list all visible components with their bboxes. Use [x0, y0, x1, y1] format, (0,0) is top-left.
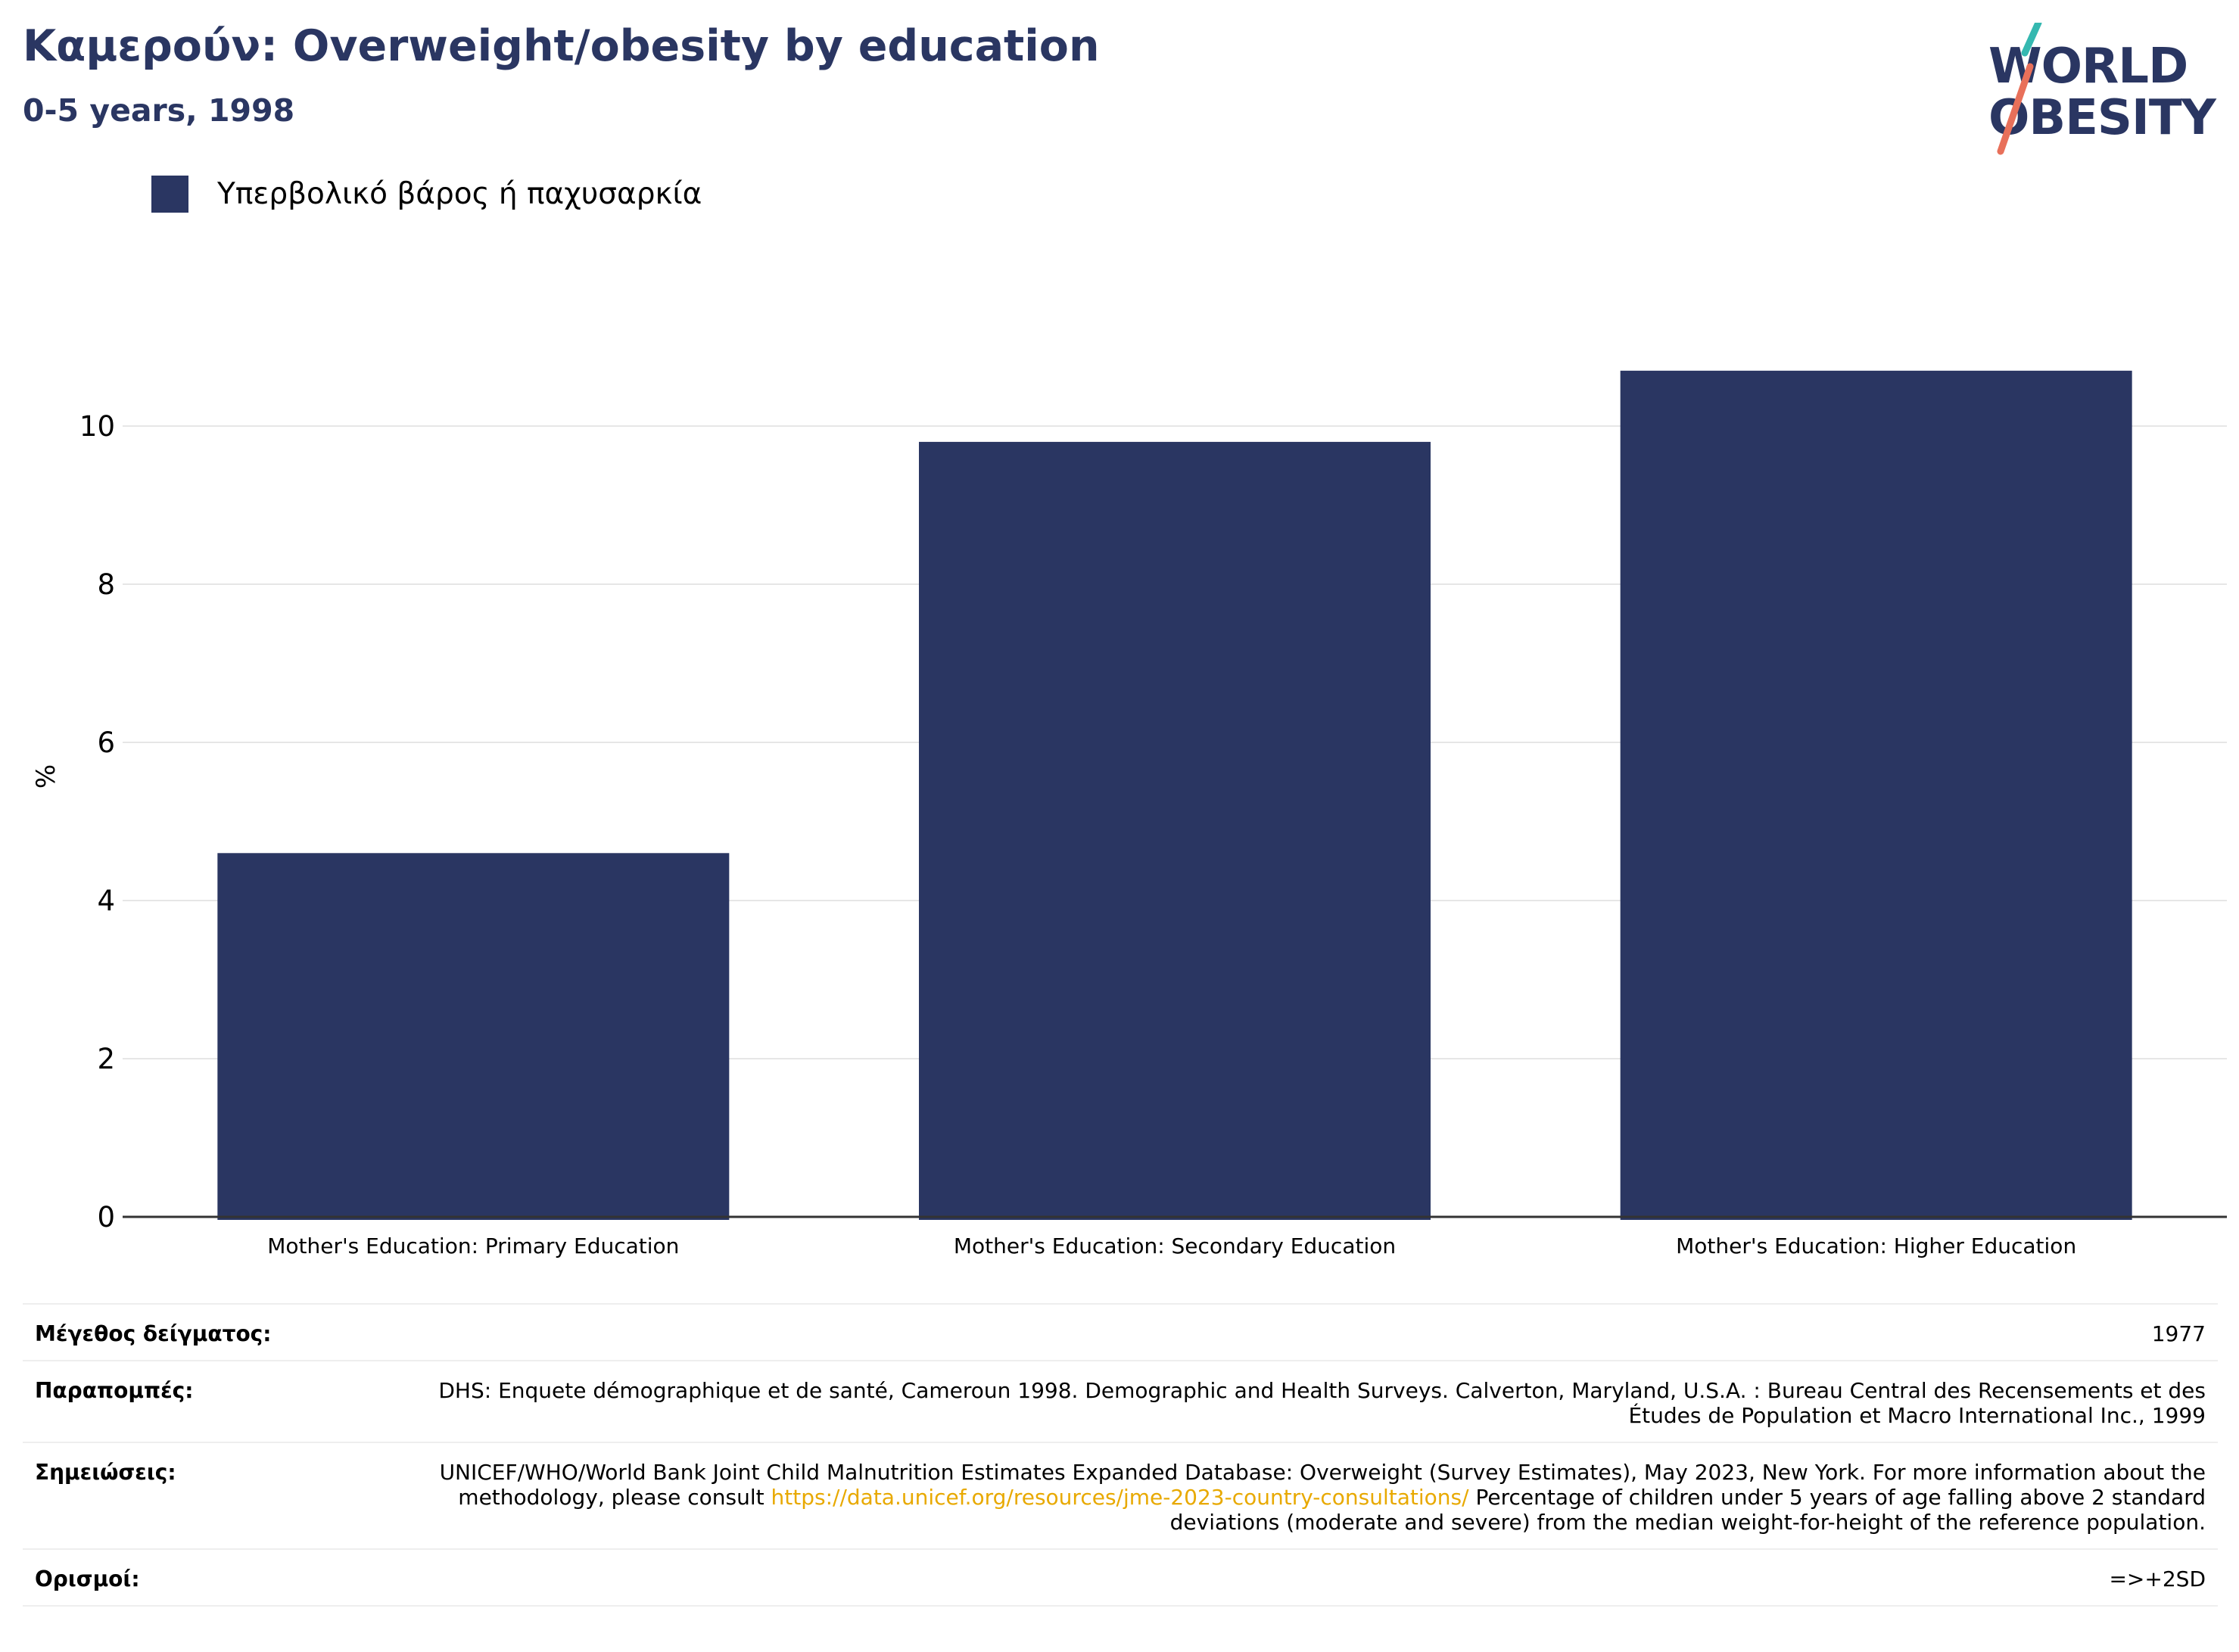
info-row-sample-size: Μέγεθος δείγματος: 1977	[23, 1303, 2218, 1360]
x-category-labels: Mother's Education: Primary Education Mot…	[267, 1234, 2076, 1258]
bars	[217, 370, 2132, 1221]
y-tick-label: 8	[97, 568, 115, 601]
logo-slash-icon	[1997, 23, 2042, 155]
chart-subtitle: 0-5 years, 1998	[23, 92, 295, 129]
legend-label: Υπερβολικό βάρος ή παχυσαρκία	[217, 177, 702, 211]
info-row-notes: Σημειώσεις: UNICEF/WHO/World Bank Joint …	[23, 1442, 2218, 1548]
sample-size-label: Μέγεθος δείγματος:	[35, 1321, 272, 1346]
y-tick-labels: 0 2 4 6 8 10	[79, 410, 115, 1234]
methodology-link[interactable]: https://data.unicef.org/resources/jme-20…	[771, 1485, 1469, 1510]
bar	[217, 853, 730, 1220]
y-tick-label: 0	[97, 1201, 115, 1234]
definitions-value: =>+2SD	[2109, 1566, 2206, 1591]
legend: Υπερβολικό βάρος ή παχυσαρκία	[151, 176, 702, 213]
logo-text-obesity: OBESITY	[1988, 90, 2216, 146]
world-obesity-logo: WORLD OBESITY	[1976, 23, 2225, 159]
y-tick-label: 4	[97, 885, 115, 917]
notes-label: Σημειώσεις:	[35, 1460, 176, 1485]
sample-size-value: 1977	[2151, 1321, 2206, 1346]
notes-text-after: Percentage of children under 5 years of …	[1169, 1485, 2206, 1535]
info-table: Μέγεθος δείγματος: 1977 Παραπομπές: DHS:…	[23, 1303, 2218, 1607]
y-axis-label: %	[31, 764, 61, 789]
info-row-references: Παραπομπές: DHS: Enquete démographique e…	[23, 1360, 2218, 1442]
notes-value: UNICEF/WHO/World Bank Joint Child Malnut…	[389, 1460, 2206, 1535]
bar-chart: 0 2 4 6 8 10 Mother's Education: Primary Educ…	[31, 370, 2227, 1258]
definitions-label: Ορισμοί:	[35, 1566, 140, 1591]
info-row-definitions: Ορισμοί: =>+2SD	[23, 1548, 2218, 1607]
legend-swatch	[151, 176, 188, 213]
x-category-label: Mother's Education: Primary Education	[267, 1234, 679, 1258]
y-tick-label: 2	[97, 1043, 115, 1075]
x-category-label: Mother's Education: Higher Education	[1676, 1234, 2076, 1258]
x-category-label: Mother's Education: Secondary Education	[954, 1234, 1396, 1258]
references-value: DHS: Enquete démographique et de santé, …	[438, 1378, 2206, 1428]
y-tick-label: 10	[79, 410, 115, 443]
bar	[1620, 370, 2132, 1221]
bar	[919, 441, 1431, 1220]
chart-title: Καμερούν: Overweight/obesity by educatio…	[23, 21, 1100, 71]
notes-text-before: UNICEF/WHO/World Bank Joint Child Malnut…	[439, 1460, 2206, 1510]
references-label: Παραπομπές:	[35, 1378, 194, 1403]
y-tick-label: 6	[97, 726, 115, 759]
